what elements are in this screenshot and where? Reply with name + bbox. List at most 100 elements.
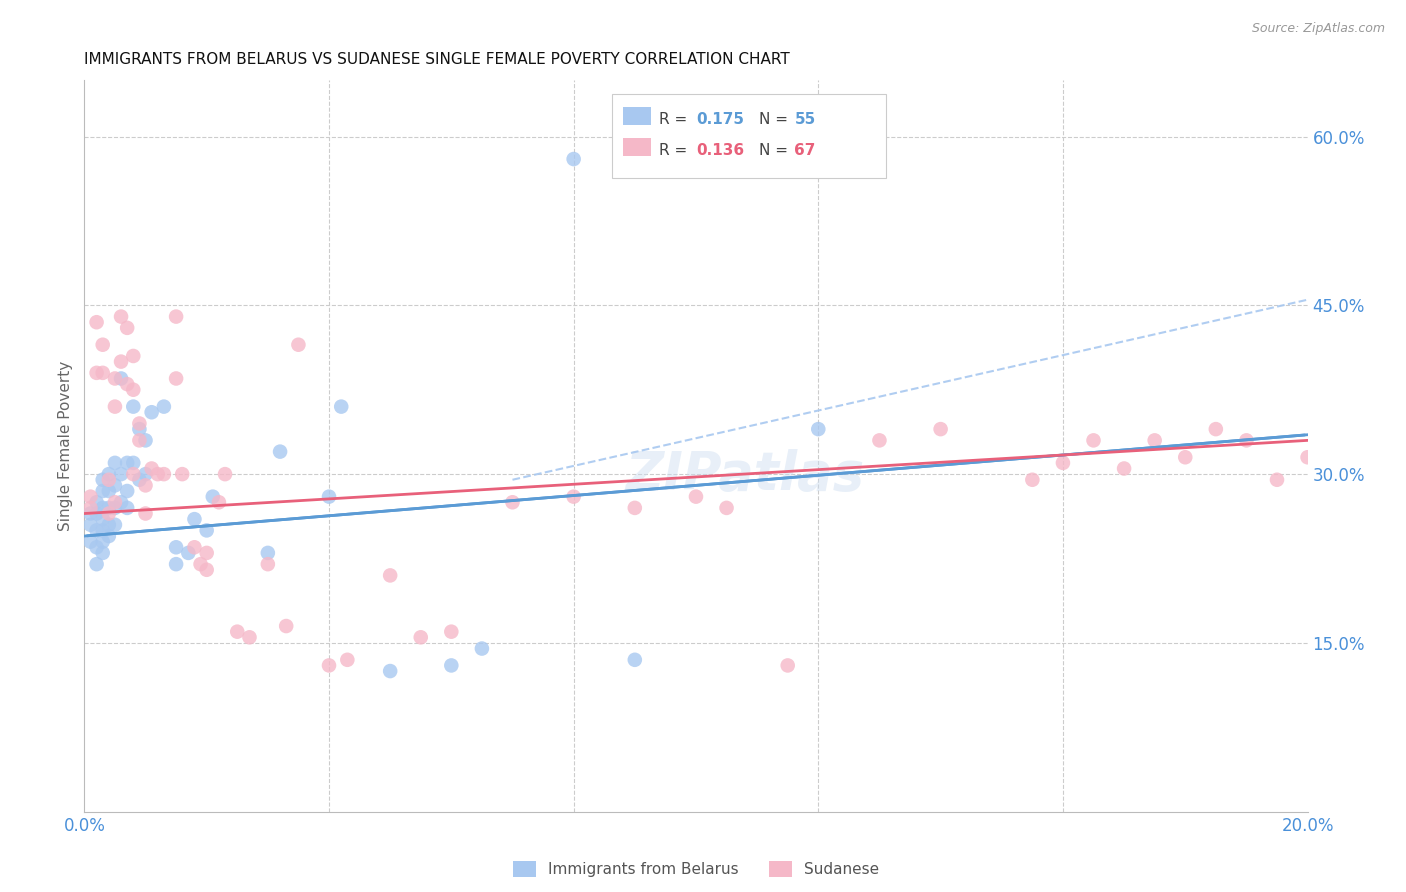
Point	[238, 630, 260, 644]
Point	[141, 461, 163, 475]
Point	[128, 434, 150, 448]
Point	[195, 546, 218, 560]
Point	[201, 490, 224, 504]
Text: IMMIGRANTS FROM BELARUS VS SUDANESE SINGLE FEMALE POVERTY CORRELATION CHART: IMMIGRANTS FROM BELARUS VS SUDANESE SING…	[84, 52, 790, 67]
Point	[1083, 434, 1105, 448]
Point	[165, 557, 187, 571]
Point	[86, 507, 108, 521]
Point	[502, 495, 524, 509]
Point	[440, 658, 463, 673]
Point	[195, 524, 218, 538]
Point	[287, 337, 309, 351]
Point	[79, 507, 101, 521]
Point	[135, 507, 157, 521]
Point	[97, 529, 120, 543]
Point	[776, 658, 799, 673]
Y-axis label: Single Female Poverty: Single Female Poverty	[58, 361, 73, 531]
Point	[97, 467, 120, 482]
Point	[1296, 450, 1319, 465]
Point	[86, 557, 108, 571]
Point	[91, 366, 114, 380]
Text: R =: R =	[659, 112, 693, 127]
Point	[115, 456, 138, 470]
Point	[165, 371, 187, 385]
Point	[86, 366, 108, 380]
Point	[115, 500, 138, 515]
Point	[257, 546, 280, 560]
Point	[1114, 461, 1136, 475]
Point	[110, 495, 132, 509]
Point	[97, 483, 120, 498]
Point	[172, 467, 194, 482]
Text: ZIPatlas: ZIPatlas	[626, 450, 865, 501]
Point	[380, 664, 402, 678]
Point	[1388, 439, 1406, 453]
Point	[115, 377, 138, 392]
Point	[91, 524, 114, 538]
Point	[86, 541, 108, 555]
Text: Source: ZipAtlas.com: Source: ZipAtlas.com	[1251, 22, 1385, 36]
Point	[165, 310, 187, 324]
Point	[128, 473, 150, 487]
Point	[97, 473, 120, 487]
Point	[1143, 434, 1166, 448]
Point	[269, 444, 291, 458]
Point	[135, 434, 157, 448]
Point	[110, 310, 132, 324]
Point	[183, 541, 205, 555]
Point	[128, 422, 150, 436]
Point	[104, 371, 127, 385]
Text: 67: 67	[794, 143, 815, 158]
Point	[153, 400, 176, 414]
Legend: Immigrants from Belarus, Sudanese: Immigrants from Belarus, Sudanese	[513, 862, 879, 877]
Point	[110, 354, 132, 368]
Point	[190, 557, 212, 571]
Point	[110, 371, 132, 385]
Point	[1265, 473, 1288, 487]
Point	[91, 512, 114, 526]
Text: 0.175: 0.175	[696, 112, 744, 127]
Text: N =: N =	[759, 112, 793, 127]
Text: 55: 55	[794, 112, 815, 127]
Point	[624, 653, 647, 667]
Point	[929, 422, 952, 436]
Point	[104, 400, 127, 414]
Point	[153, 467, 176, 482]
Point	[1358, 450, 1381, 465]
Text: 0.136: 0.136	[696, 143, 744, 158]
Text: N =: N =	[759, 143, 793, 158]
Point	[214, 467, 236, 482]
Point	[807, 422, 830, 436]
Point	[177, 546, 200, 560]
Point	[165, 541, 187, 555]
Point	[183, 512, 205, 526]
Point	[122, 456, 145, 470]
Point	[135, 467, 157, 482]
Point	[1205, 422, 1227, 436]
Point	[91, 473, 114, 487]
Point	[409, 630, 432, 644]
Point	[624, 500, 647, 515]
Point	[104, 500, 127, 515]
Point	[104, 517, 127, 532]
Point	[135, 478, 157, 492]
Point	[380, 568, 402, 582]
Point	[79, 534, 101, 549]
Point	[86, 495, 108, 509]
Point	[122, 349, 145, 363]
Point	[110, 467, 132, 482]
Point	[685, 490, 707, 504]
Point	[330, 400, 353, 414]
Point	[318, 490, 340, 504]
Point	[79, 490, 101, 504]
Point	[562, 152, 585, 166]
Point	[122, 383, 145, 397]
Point	[97, 517, 120, 532]
Point	[440, 624, 463, 639]
Point	[91, 483, 114, 498]
Point	[226, 624, 249, 639]
Point	[869, 434, 891, 448]
Text: R =: R =	[659, 143, 693, 158]
Point	[471, 641, 494, 656]
Point	[141, 405, 163, 419]
